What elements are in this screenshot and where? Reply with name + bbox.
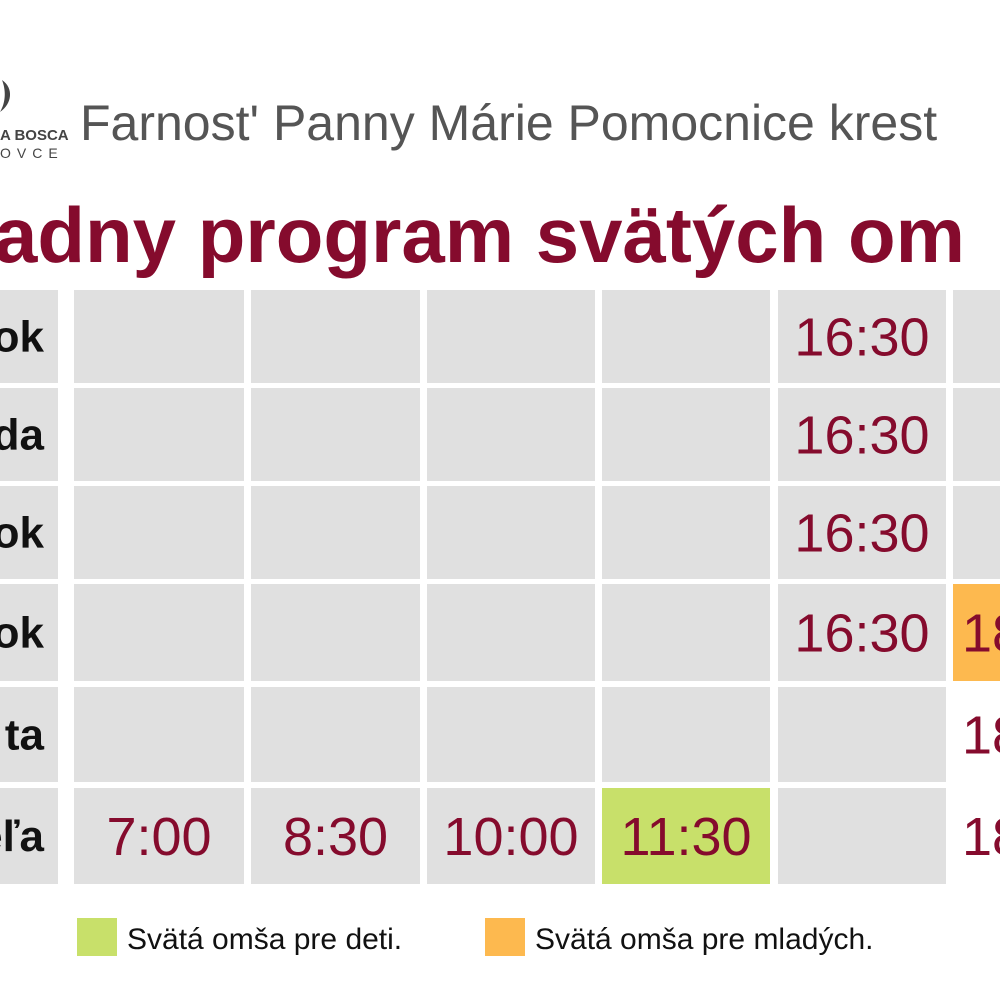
schedule-cell [427,788,595,884]
row-label: ok [0,609,45,658]
schedule-cell [953,388,1000,481]
schedule-cell [778,687,946,782]
mass-time: 16:30 [794,604,929,664]
mass-time: 16:30 [794,406,929,466]
schedule-cell [74,486,244,579]
row-label-cell [0,290,58,383]
mass-time: 18 [962,807,1000,867]
schedule-cell [602,290,770,383]
schedule-cell [74,290,244,383]
mass-time: 8:30 [283,807,388,867]
row-label-cell [0,788,58,884]
legend-label: Svätá omša pre mladých. [535,923,873,956]
mass-time: 10:00 [443,807,578,867]
schedule-cell [427,388,595,481]
schedule-cell [602,584,770,681]
legend: Svätá omša pre deti. Svätá omša pre mladý… [77,918,873,956]
row-label-cell [0,687,58,782]
mass-time: 16:30 [794,504,929,564]
logo-line2: OVCE [0,145,64,161]
legend-label: Svätá omša pre deti. [127,923,402,956]
schedule-cell [74,388,244,481]
schedule-cell [778,388,946,481]
row-label: ok [0,313,45,362]
schedule-cell [953,486,1000,579]
row-label: ta [5,711,45,760]
schedule-cell [251,388,420,481]
schedule-cell [778,486,946,579]
schedule-cell [427,687,595,782]
schedule-cell [602,388,770,481]
legend-swatch [77,918,117,956]
schedule-cell [953,584,1000,681]
schedule-cell [74,788,244,884]
legend-swatch [485,918,525,956]
schedule-cell [251,687,420,782]
schedule-cell [953,290,1000,383]
header-title: Farnost' Panny Márie Pomocnice krest [80,95,937,151]
schedule-cell [778,290,946,383]
row-label-cell [0,486,58,579]
row-label: ok [0,509,45,558]
mass-time: 11:30 [620,807,751,867]
mass-time: 18 [962,604,1000,664]
schedule-cell [74,687,244,782]
schedule-cell [251,788,420,884]
schedule-cell [251,584,420,681]
logo-mark [0,80,11,112]
schedule-cell [427,486,595,579]
mass-time: 7:00 [106,807,211,867]
schedule-cell [251,486,420,579]
header-subtitle: adny program svätých om [0,191,965,279]
schedule-table: ok 16:30 da 16:30 ok 16:30 ok 16:30 18 ta 18 eľa 7:0… [0,290,1000,884]
schedule-cell [251,290,420,383]
schedule-cell [953,687,1000,782]
row-label: eľa [0,812,45,861]
schedule-cell [74,584,244,681]
mass-time: 18 [962,706,1000,766]
schedule-cell [953,788,1000,884]
schedule-cell [427,584,595,681]
schedule-cell [427,290,595,383]
schedule-cell [602,486,770,579]
row-label-cell [0,388,58,481]
schedule-cell [602,687,770,782]
row-label: da [0,411,45,460]
schedule-cell [778,788,946,884]
logo-line1: A BOSCA [0,127,69,144]
mass-time: 16:30 [794,308,929,368]
schedule-cell [778,584,946,681]
schedule-cell [602,788,770,884]
row-label-cell [0,584,58,681]
